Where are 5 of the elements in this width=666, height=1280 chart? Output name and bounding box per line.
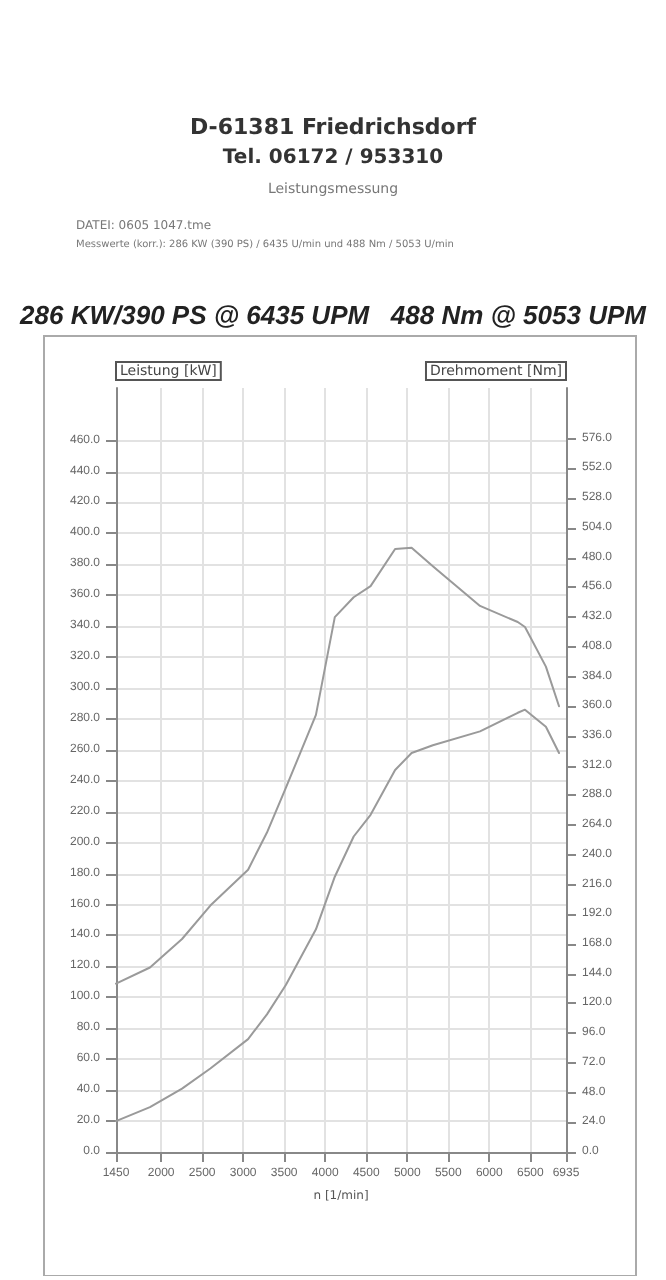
line-series xyxy=(115,708,561,1123)
chart-title: 286 KW/390 PS @ 6435 UPM 488 Nm @ 5053 UPM xyxy=(18,300,649,330)
text: D-61381 Friedrichsdorf xyxy=(189,114,477,140)
text: Tel. 06172 / 953310 xyxy=(222,147,444,169)
line-series xyxy=(115,546,561,985)
